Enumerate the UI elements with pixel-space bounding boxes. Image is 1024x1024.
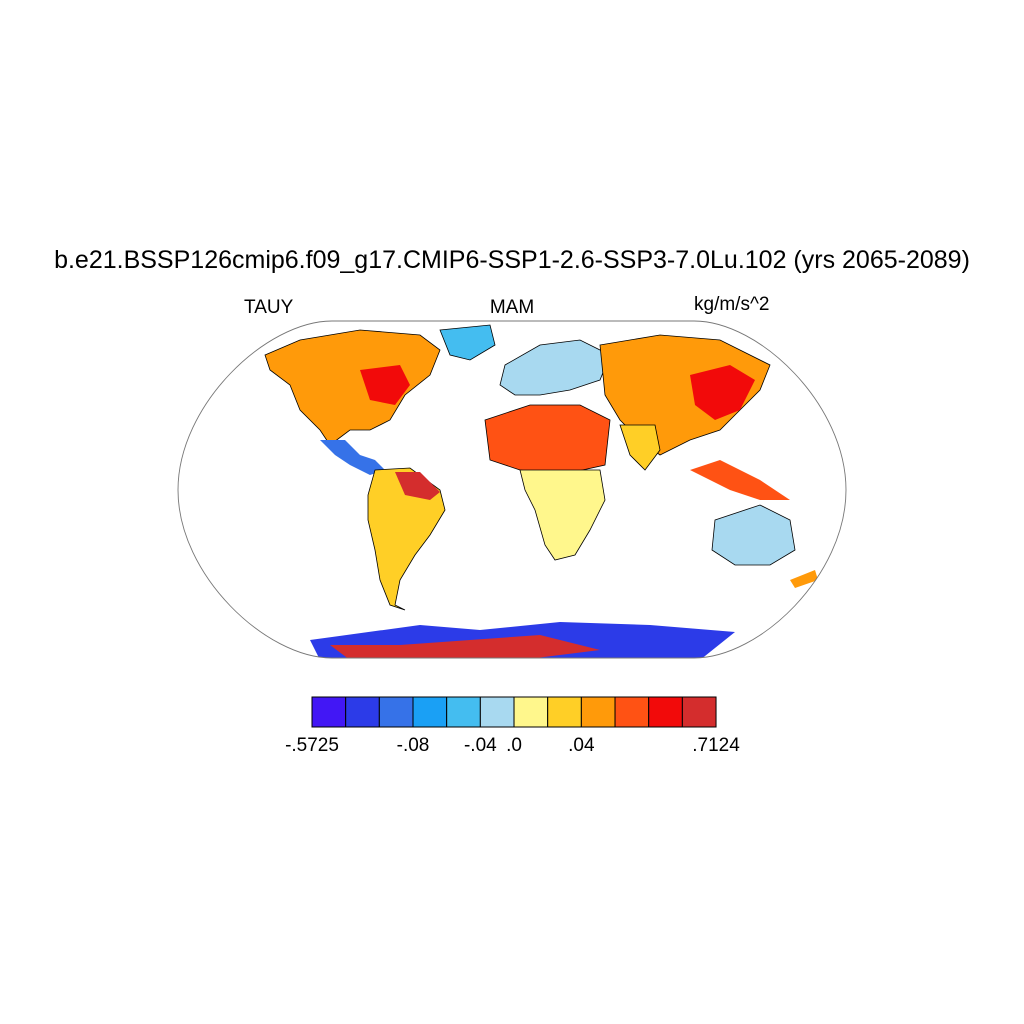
region-africa-south xyxy=(519,469,606,561)
colorbar-swatch xyxy=(681,696,717,728)
region-sahara xyxy=(484,404,611,476)
region-india xyxy=(619,424,661,471)
colorbar-swatch xyxy=(412,696,448,728)
colorbar-tick-label: -.08 xyxy=(396,735,430,756)
colorbar-tick-label: .04 xyxy=(568,735,595,756)
region-europe xyxy=(499,339,611,396)
colorbar-swatch xyxy=(580,696,616,728)
colorbar-tick-label: .0 xyxy=(506,735,522,756)
colorbar xyxy=(311,696,717,728)
region-north-america xyxy=(264,329,441,446)
variable-label: TAUY xyxy=(244,297,294,318)
season-label: MAM xyxy=(489,297,535,318)
units-label: kg/m/s^2 xyxy=(694,294,770,315)
colorbar-swatch xyxy=(479,696,515,728)
region-amazon-east xyxy=(395,472,440,500)
plot-title: b.e21.BSSP126cmip6.f09_g17.CMIP6-SSP1-2.… xyxy=(54,246,970,274)
colorbar-swatch xyxy=(513,696,549,728)
colorbar-swatch xyxy=(446,696,481,728)
region-new-zealand xyxy=(790,570,818,588)
colorbar-tick-label: -.5725 xyxy=(285,735,339,756)
colorbar-tick-label: -.04 xyxy=(463,735,497,756)
region-south-america xyxy=(367,467,446,611)
colorbar-swatch xyxy=(547,696,582,728)
region-greenland xyxy=(439,324,496,361)
region-antarctica-warm xyxy=(330,635,600,658)
colorbar-swatch xyxy=(378,696,414,728)
region-central-america xyxy=(320,440,385,475)
region-australia xyxy=(711,504,796,566)
colorbar-tick-label: .7124 xyxy=(692,735,740,756)
region-east-asia xyxy=(690,365,755,420)
region-se-asia xyxy=(690,460,790,500)
map-boundary xyxy=(177,320,847,659)
region-east-canada xyxy=(360,365,410,405)
colorbar-swatch xyxy=(311,696,347,728)
colorbar-swatch xyxy=(648,696,683,728)
colorbar-swatch xyxy=(345,696,380,728)
colorbar-swatch xyxy=(614,696,650,728)
